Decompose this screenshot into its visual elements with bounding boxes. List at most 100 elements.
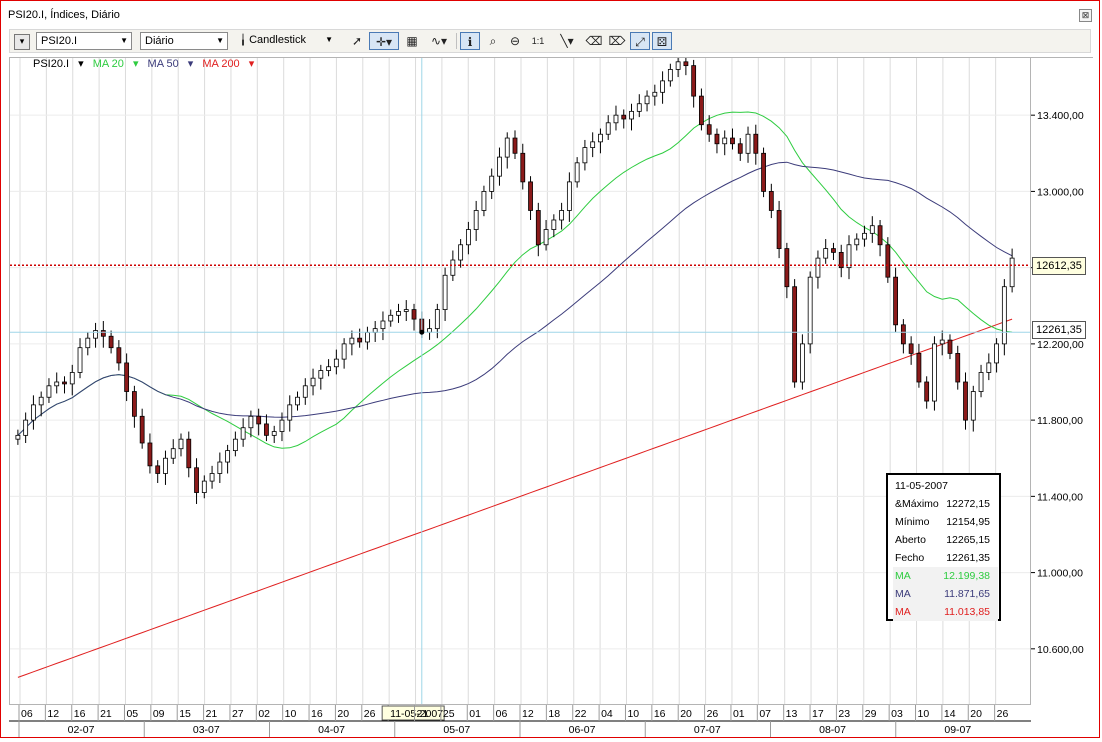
- candle-body: [279, 419, 285, 432]
- y-tick-label: 12.200,00: [1037, 339, 1084, 351]
- legend-symbol[interactable]: PSI20.I ▾: [33, 58, 84, 70]
- magnet-icon[interactable]: ⚄: [652, 32, 672, 50]
- pointer-icon[interactable]: ➚: [351, 34, 363, 48]
- indicator-legend: PSI20.I ▾ MA 20 ▾ MA 50 ▾ MA 200 ▾: [33, 57, 260, 70]
- candle-body: [776, 210, 782, 249]
- candle-body: [652, 91, 658, 97]
- x-month-label: 02-07: [68, 724, 95, 736]
- autoscale-icon[interactable]: ⤢: [630, 32, 650, 50]
- candlestick-chart: [10, 58, 1030, 704]
- toolbar-grip-icon[interactable]: ▾: [14, 34, 30, 50]
- candle-body: [737, 143, 743, 154]
- zoom-icon[interactable]: ⌕: [489, 34, 497, 48]
- indicator-icon[interactable]: ∿▾: [430, 34, 448, 48]
- data-window-row: MA 12.199,38: [893, 567, 998, 585]
- candle-body: [69, 372, 75, 385]
- close-icon[interactable]: ⊠: [1079, 9, 1092, 22]
- candle-body: [877, 225, 883, 246]
- x-tick-label: 11-05-2007: [390, 708, 443, 720]
- candle-body: [900, 324, 906, 345]
- candle-body: [504, 137, 510, 158]
- info-icon[interactable]: ℹ: [460, 32, 480, 50]
- data-window-date: 11-05-2007: [895, 480, 948, 492]
- candle-body: [473, 210, 479, 230]
- candle-body: [893, 276, 899, 326]
- period-select[interactable]: Diário ▼: [140, 32, 228, 50]
- x-month-label: 06-07: [569, 724, 596, 736]
- one-to-one-icon[interactable]: 1:1: [531, 36, 545, 46]
- ma50-line: [17, 161, 1013, 436]
- candle-body: [116, 347, 122, 364]
- price-tag-cursor: 12261,35: [1032, 321, 1086, 339]
- candle-body: [318, 370, 324, 379]
- erase-all-icon[interactable]: ⌦: [608, 34, 626, 48]
- chevron-down-icon: ▼: [216, 36, 224, 45]
- candle-body: [590, 141, 596, 148]
- legend-ma50[interactable]: MA 50 ▾: [147, 58, 194, 70]
- candle-body: [520, 152, 526, 183]
- title-bar: PSI20.I, Índices, Diário ⊠: [2, 4, 1100, 28]
- candle-body: [582, 147, 588, 164]
- crosshair-icon[interactable]: ✛▾: [369, 32, 399, 50]
- candle-body: [403, 309, 409, 312]
- candle-body: [667, 69, 673, 82]
- time-axis: 06 12 16 21 05 09 15 21 27 02 10 16 20 26 11-05-2007 21…: [9, 705, 1031, 739]
- x-tick-label: 09: [153, 708, 165, 720]
- candle-body: [465, 229, 471, 246]
- x-tick-label: 10: [627, 708, 639, 720]
- zoom-out-icon[interactable]: ⊖: [509, 34, 521, 48]
- x-tick-label: 16: [311, 708, 323, 720]
- candle-body: [481, 191, 487, 211]
- candle-body: [939, 339, 945, 345]
- candle-body: [761, 152, 766, 192]
- candle-body: [854, 238, 860, 246]
- period-value: Diário: [145, 35, 174, 47]
- candle-body: [1001, 286, 1007, 345]
- x-month-label: 07-07: [694, 724, 721, 736]
- candle-body: [528, 181, 533, 211]
- candle-body: [497, 156, 502, 177]
- candle-body: [636, 103, 642, 112]
- candle-body: [178, 438, 184, 450]
- chevron-down-icon: ▼: [325, 35, 333, 44]
- symbol-select[interactable]: PSI20.I ▼: [36, 32, 132, 50]
- x-tick-label: 23: [838, 708, 850, 720]
- y-tick-label: 13.000,00: [1037, 186, 1084, 198]
- candle-body: [357, 337, 363, 343]
- chart-style-select[interactable]: ╽ Candlestick ▼: [236, 32, 336, 50]
- y-tick-label: 11.000,00: [1037, 568, 1083, 580]
- x-tick-label: 16: [74, 708, 86, 720]
- candle-body: [186, 438, 192, 469]
- x-tick-label: 26: [707, 708, 719, 720]
- candle-body: [225, 450, 231, 463]
- candle-body: [201, 480, 207, 493]
- legend-ma200[interactable]: MA 200 ▾: [202, 58, 255, 70]
- x-tick-label: 21: [206, 708, 218, 720]
- candle-body: [598, 133, 603, 143]
- eraser-icon[interactable]: ⌫: [585, 34, 603, 48]
- data-window-row: MA 11.871,65: [893, 585, 998, 603]
- grid-icon[interactable]: ▦: [406, 34, 418, 48]
- data-window-key: MA: [895, 588, 911, 600]
- candle-body: [194, 467, 199, 493]
- candle-body: [209, 473, 215, 482]
- candle-body: [994, 343, 999, 364]
- candle-body: [170, 448, 176, 459]
- x-tick-label: 29: [865, 708, 877, 720]
- candle-body: [621, 114, 627, 120]
- window-title: PSI20.I, Índices, Diário: [8, 9, 120, 21]
- candle-body: [963, 381, 968, 421]
- candle-body: [139, 415, 145, 444]
- candle-body: [411, 309, 417, 320]
- y-tick-label: 11.400,00: [1037, 491, 1083, 503]
- x-month-label: 04-07: [318, 724, 345, 736]
- candle-body: [970, 391, 976, 421]
- price-chart-area[interactable]: [9, 57, 1031, 705]
- candle-body: [986, 362, 992, 373]
- x-tick-label: 17: [812, 708, 824, 720]
- line-icon[interactable]: ╲▾: [560, 34, 574, 48]
- candle-body: [869, 225, 875, 234]
- x-tick-label: 05: [126, 708, 138, 720]
- candle-body: [932, 343, 937, 402]
- legend-ma20[interactable]: MA 20 ▾: [92, 58, 139, 70]
